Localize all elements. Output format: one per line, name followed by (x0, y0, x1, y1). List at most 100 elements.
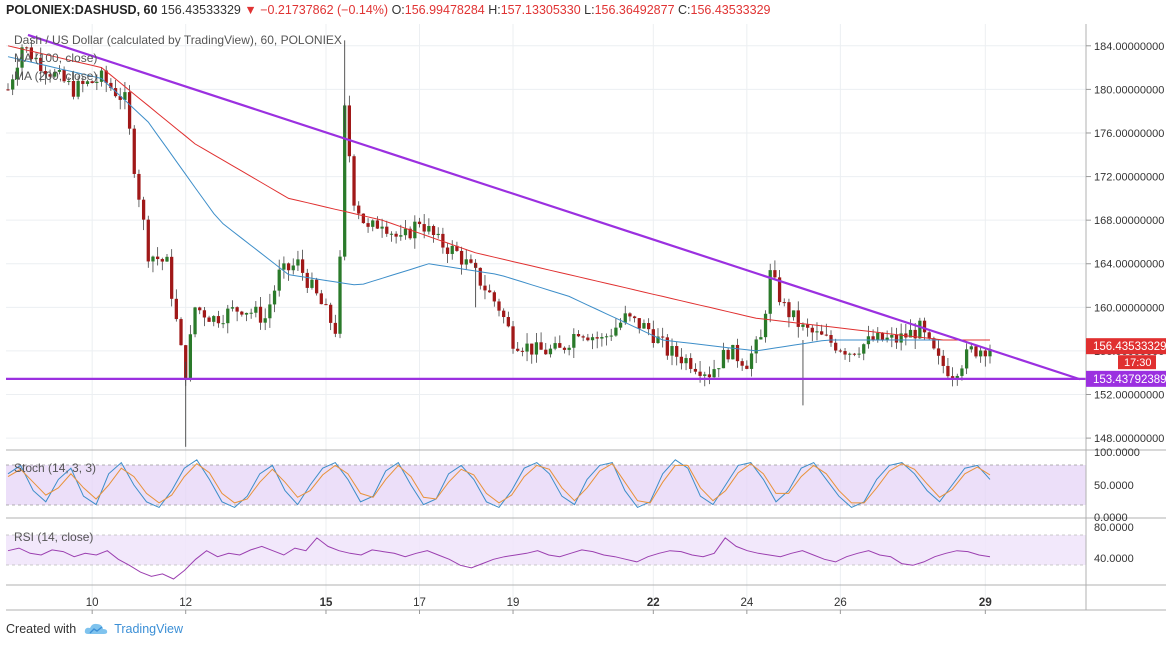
main-pane[interactable] (6, 24, 1086, 449)
stoch-d-line (7, 463, 991, 504)
candle-body (76, 80, 80, 97)
candle-body (707, 374, 712, 378)
candle-body (132, 128, 136, 174)
ma100-legend[interactable]: MA (100, close) (14, 51, 98, 65)
candle-body (221, 323, 225, 325)
candle-body (403, 228, 408, 236)
candle-body (394, 233, 398, 237)
candle-body (170, 256, 174, 299)
candle-body (834, 342, 838, 351)
rsi-tick-label: 80.0000 (1094, 522, 1134, 534)
candle-body (777, 277, 782, 303)
candle-body (675, 346, 679, 357)
symbol-header: POLONIEX:DASHUSD, 60 156.43533329 ▼ −0.2… (6, 3, 770, 17)
candle-body (516, 348, 520, 351)
candle-body (936, 348, 941, 356)
price-tick-label: 176.00000000 (1094, 128, 1164, 140)
descending-trendline[interactable] (27, 33, 1081, 381)
time-axis[interactable]: 10 12 15 17 19 22 24 26 29 (86, 597, 992, 614)
footer: Created with TradingView (6, 622, 183, 636)
open-label: O: (391, 3, 405, 17)
candle-body (661, 336, 665, 338)
time-tick-label: 10 (86, 597, 99, 609)
candle-body (913, 329, 917, 339)
candle-body (894, 334, 899, 343)
candle-body (932, 338, 936, 349)
close-value: 156.43533329 (690, 3, 771, 17)
candle-body (880, 332, 885, 341)
candle-body (609, 335, 613, 337)
candle-body (843, 351, 847, 355)
stoch-k-line (7, 459, 991, 509)
candle-body (123, 92, 127, 100)
high-value: 157.13305330 (500, 3, 581, 17)
candle-body (824, 334, 828, 336)
time-tick-label: 26 (834, 597, 847, 609)
candle-body (361, 213, 366, 224)
tradingview-brand-link[interactable]: TradingView (114, 622, 183, 636)
candle-body (857, 353, 861, 355)
candle-body (852, 353, 857, 355)
candle-body (314, 279, 319, 294)
candle-body (300, 259, 305, 273)
candle-body (791, 310, 796, 318)
candle-body (595, 337, 599, 339)
candle-body (85, 81, 90, 84)
stoch-tick-label: 100.0000 (1094, 447, 1140, 459)
stoch-legend[interactable]: Stoch (14, 3, 3) (14, 461, 97, 475)
low-value: 156.36492877 (594, 3, 675, 17)
high-label: H: (488, 3, 501, 17)
candle-body (721, 349, 726, 369)
candle-body (693, 368, 698, 372)
candle-body (782, 302, 786, 304)
candle-body (380, 226, 384, 229)
candle-body (235, 307, 239, 312)
candle-body (366, 223, 370, 227)
price-tick-label: 172.00000000 (1094, 172, 1164, 184)
price-tick-label: 152.00000000 (1094, 390, 1164, 402)
price-axis[interactable]: 148.00000000152.00000000156.00000000160.… (1086, 41, 1164, 565)
ma100-line (7, 56, 990, 352)
last-price-label: 156.43533329 (1093, 341, 1167, 353)
candle-body (137, 173, 141, 200)
candle-body (156, 256, 160, 260)
candle-body (502, 310, 506, 318)
candle-body (6, 89, 10, 91)
candle-body (703, 374, 707, 376)
candle-body (455, 245, 459, 251)
candle-body (310, 279, 314, 288)
candle-body (333, 322, 337, 334)
candle-body (254, 306, 258, 313)
candle-body (62, 70, 66, 82)
candle-body (567, 347, 571, 350)
candle-body (198, 307, 202, 311)
candle-body (193, 307, 197, 335)
candle-body (586, 337, 590, 341)
ma200-legend[interactable]: MA (200, close) (14, 69, 98, 83)
candle-body (848, 353, 852, 355)
candle-body (749, 353, 754, 369)
candle-body (324, 304, 328, 306)
candle-body (712, 369, 716, 378)
candle-body (57, 70, 62, 72)
rsi-legend[interactable]: RSI (14, close) (14, 530, 94, 544)
candle-body (964, 349, 969, 369)
candle-body (534, 342, 539, 355)
time-tick-label: 15 (320, 597, 333, 609)
candle-body (862, 344, 866, 354)
candle-body (488, 290, 492, 293)
candle-body (188, 334, 193, 381)
candle-body (497, 301, 501, 311)
symbol-title[interactable]: POLONIEX:DASHUSD, 60 (6, 3, 158, 17)
candle-body (174, 298, 178, 320)
stoch-tick-label: 0.0000 (1094, 512, 1128, 524)
change-value: −0.21737862 (−0.14%) (260, 3, 389, 17)
main-series-legend[interactable]: Dash / US Dollar (calculated by TradingV… (14, 33, 342, 47)
candle-body (717, 368, 721, 370)
candle-body (787, 302, 791, 318)
candle-body (941, 355, 945, 366)
candle-body (576, 334, 581, 337)
support-price-label: 153.43792389 (1093, 374, 1167, 386)
candle-body (34, 57, 38, 60)
